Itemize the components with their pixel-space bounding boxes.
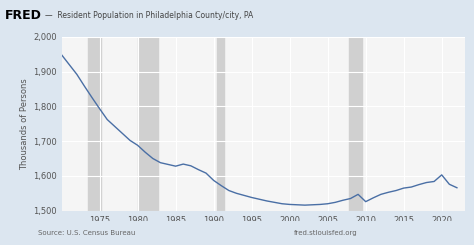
Bar <box>88 37 101 211</box>
Bar <box>218 37 224 211</box>
Text: fred.stlouisfed.org: fred.stlouisfed.org <box>294 230 357 236</box>
Bar <box>137 37 158 211</box>
Text: —  Resident Population in Philadelphia County/city, PA: — Resident Population in Philadelphia Co… <box>45 12 253 20</box>
Text: FRED: FRED <box>5 9 42 23</box>
Y-axis label: Thousands of Persons: Thousands of Persons <box>20 78 29 170</box>
Bar <box>349 37 362 211</box>
Text: Source: U.S. Census Bureau: Source: U.S. Census Bureau <box>38 230 135 236</box>
